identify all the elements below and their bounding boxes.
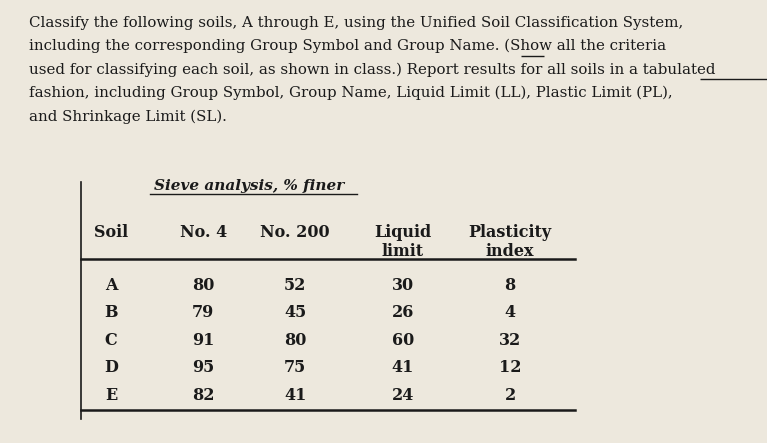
Text: 79: 79 xyxy=(192,304,215,321)
Text: 60: 60 xyxy=(391,332,414,349)
Text: 45: 45 xyxy=(284,304,307,321)
Text: 26: 26 xyxy=(391,304,414,321)
Text: Liquid
limit: Liquid limit xyxy=(374,224,431,260)
Text: Classify the following soils, A through E, using the Unified Soil Classification: Classify the following soils, A through … xyxy=(29,16,683,30)
Text: fashion, including Group Symbol, Group Name, Liquid Limit (LL), Plastic Limit (P: fashion, including Group Symbol, Group N… xyxy=(29,86,673,100)
Text: A: A xyxy=(105,277,117,294)
Text: No. 200: No. 200 xyxy=(261,224,330,241)
Text: 91: 91 xyxy=(192,332,215,349)
Text: 75: 75 xyxy=(284,359,307,376)
Text: 32: 32 xyxy=(499,332,522,349)
Text: D: D xyxy=(104,359,118,376)
Text: No. 4: No. 4 xyxy=(179,224,227,241)
Text: 12: 12 xyxy=(499,359,522,376)
Text: 8: 8 xyxy=(505,277,515,294)
Text: 80: 80 xyxy=(192,277,215,294)
Text: C: C xyxy=(105,332,117,349)
Text: 24: 24 xyxy=(391,387,414,404)
Text: 4: 4 xyxy=(505,304,515,321)
Text: Soil: Soil xyxy=(94,224,128,241)
Text: used for classifying each soil, as shown in class.) Report results for all soils: used for classifying each soil, as shown… xyxy=(29,62,716,77)
Text: B: B xyxy=(104,304,118,321)
Text: 82: 82 xyxy=(192,387,215,404)
Text: 2: 2 xyxy=(505,387,515,404)
Text: 52: 52 xyxy=(284,277,307,294)
Text: 30: 30 xyxy=(392,277,413,294)
Text: Plasticity
index: Plasticity index xyxy=(469,224,551,260)
Text: 80: 80 xyxy=(284,332,307,349)
Text: and Shrinkage Limit (SL).: and Shrinkage Limit (SL). xyxy=(29,109,227,124)
Text: 95: 95 xyxy=(192,359,215,376)
Text: including the corresponding Group Symbol and Group Name. (Show all the criteria: including the corresponding Group Symbol… xyxy=(29,39,667,53)
Text: E: E xyxy=(105,387,117,404)
Text: 41: 41 xyxy=(284,387,307,404)
Text: 41: 41 xyxy=(391,359,414,376)
Text: Sieve analysis, % finer: Sieve analysis, % finer xyxy=(154,179,344,193)
